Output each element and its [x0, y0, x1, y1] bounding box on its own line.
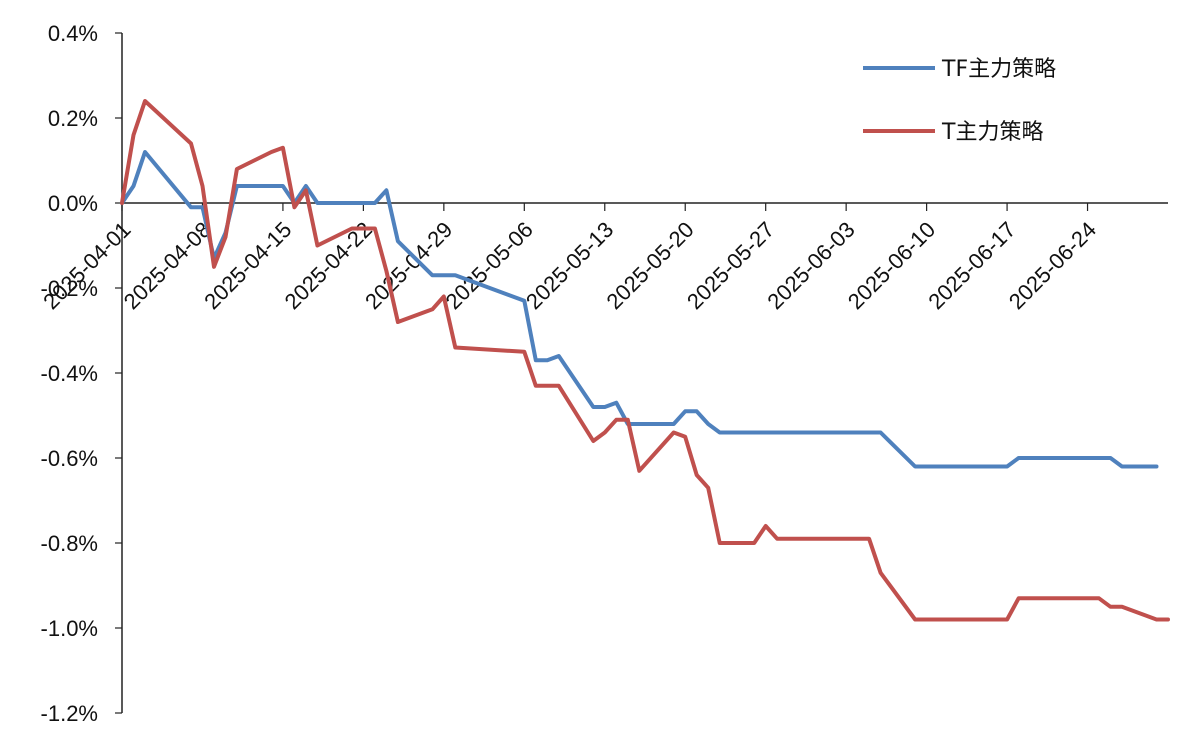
series-layer	[120, 99, 1170, 622]
y-tick-label: -1.2%	[41, 701, 98, 726]
y-tick-label: -1.0%	[41, 616, 98, 641]
y-tick-label: 0.2%	[48, 106, 98, 131]
y-tick-label: -0.6%	[41, 446, 98, 471]
series-line-2	[120, 99, 1170, 622]
y-tick-label: -0.4%	[41, 361, 98, 386]
y-tick-label: -0.2%	[41, 276, 98, 301]
x-tick-label: 2025-06-24	[1004, 217, 1101, 314]
y-tick-label: -0.8%	[41, 531, 98, 556]
legend-label-2: T主力策略	[941, 120, 1043, 145]
series-line-1	[120, 150, 1159, 469]
y-axis: 0.4% 0.2% 0.0% -0.2% -0.4% -0.6% -0.8% -1.0% -1.…	[41, 21, 123, 726]
y-tick-label: 0.4%	[48, 21, 98, 46]
legend: TF主力策略 T主力策略	[863, 57, 1056, 145]
legend-label-1: TF主力策略	[941, 57, 1056, 82]
y-tick-label: 0.0%	[48, 191, 98, 216]
